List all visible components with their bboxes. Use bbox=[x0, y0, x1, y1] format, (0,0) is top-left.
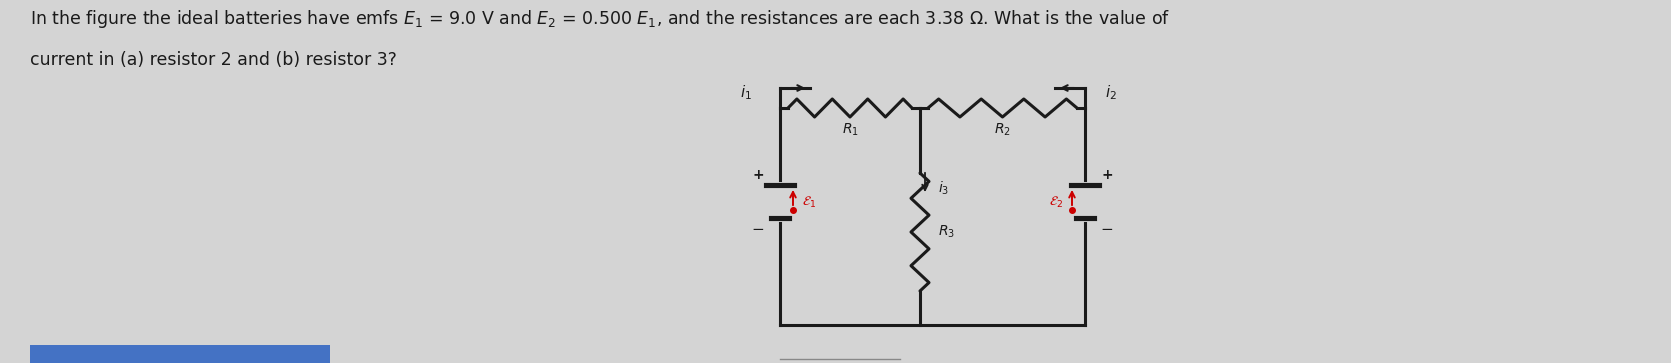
Text: $R_3$: $R_3$ bbox=[937, 224, 956, 240]
Text: +: + bbox=[1101, 168, 1113, 182]
Text: $i_1$: $i_1$ bbox=[740, 83, 752, 102]
FancyBboxPatch shape bbox=[30, 345, 329, 363]
Text: −: − bbox=[752, 223, 764, 237]
Text: $i_2$: $i_2$ bbox=[1105, 83, 1116, 102]
Text: +: + bbox=[752, 168, 764, 182]
Text: current in (a) resistor 2 and (b) resistor 3?: current in (a) resistor 2 and (b) resist… bbox=[30, 51, 398, 69]
Text: In the figure the ideal batteries have emfs $E_1$ = 9.0 V and $E_2$ = 0.500 $E_1: In the figure the ideal batteries have e… bbox=[30, 8, 1170, 30]
Text: $R_2$: $R_2$ bbox=[994, 122, 1011, 138]
Text: $\mathcal{E}_2$: $\mathcal{E}_2$ bbox=[1049, 195, 1063, 210]
Text: −: − bbox=[1101, 223, 1113, 237]
Text: $i_3$: $i_3$ bbox=[937, 179, 949, 197]
Text: $\mathcal{E}_1$: $\mathcal{E}_1$ bbox=[802, 195, 817, 210]
Text: $R_1$: $R_1$ bbox=[842, 122, 859, 138]
